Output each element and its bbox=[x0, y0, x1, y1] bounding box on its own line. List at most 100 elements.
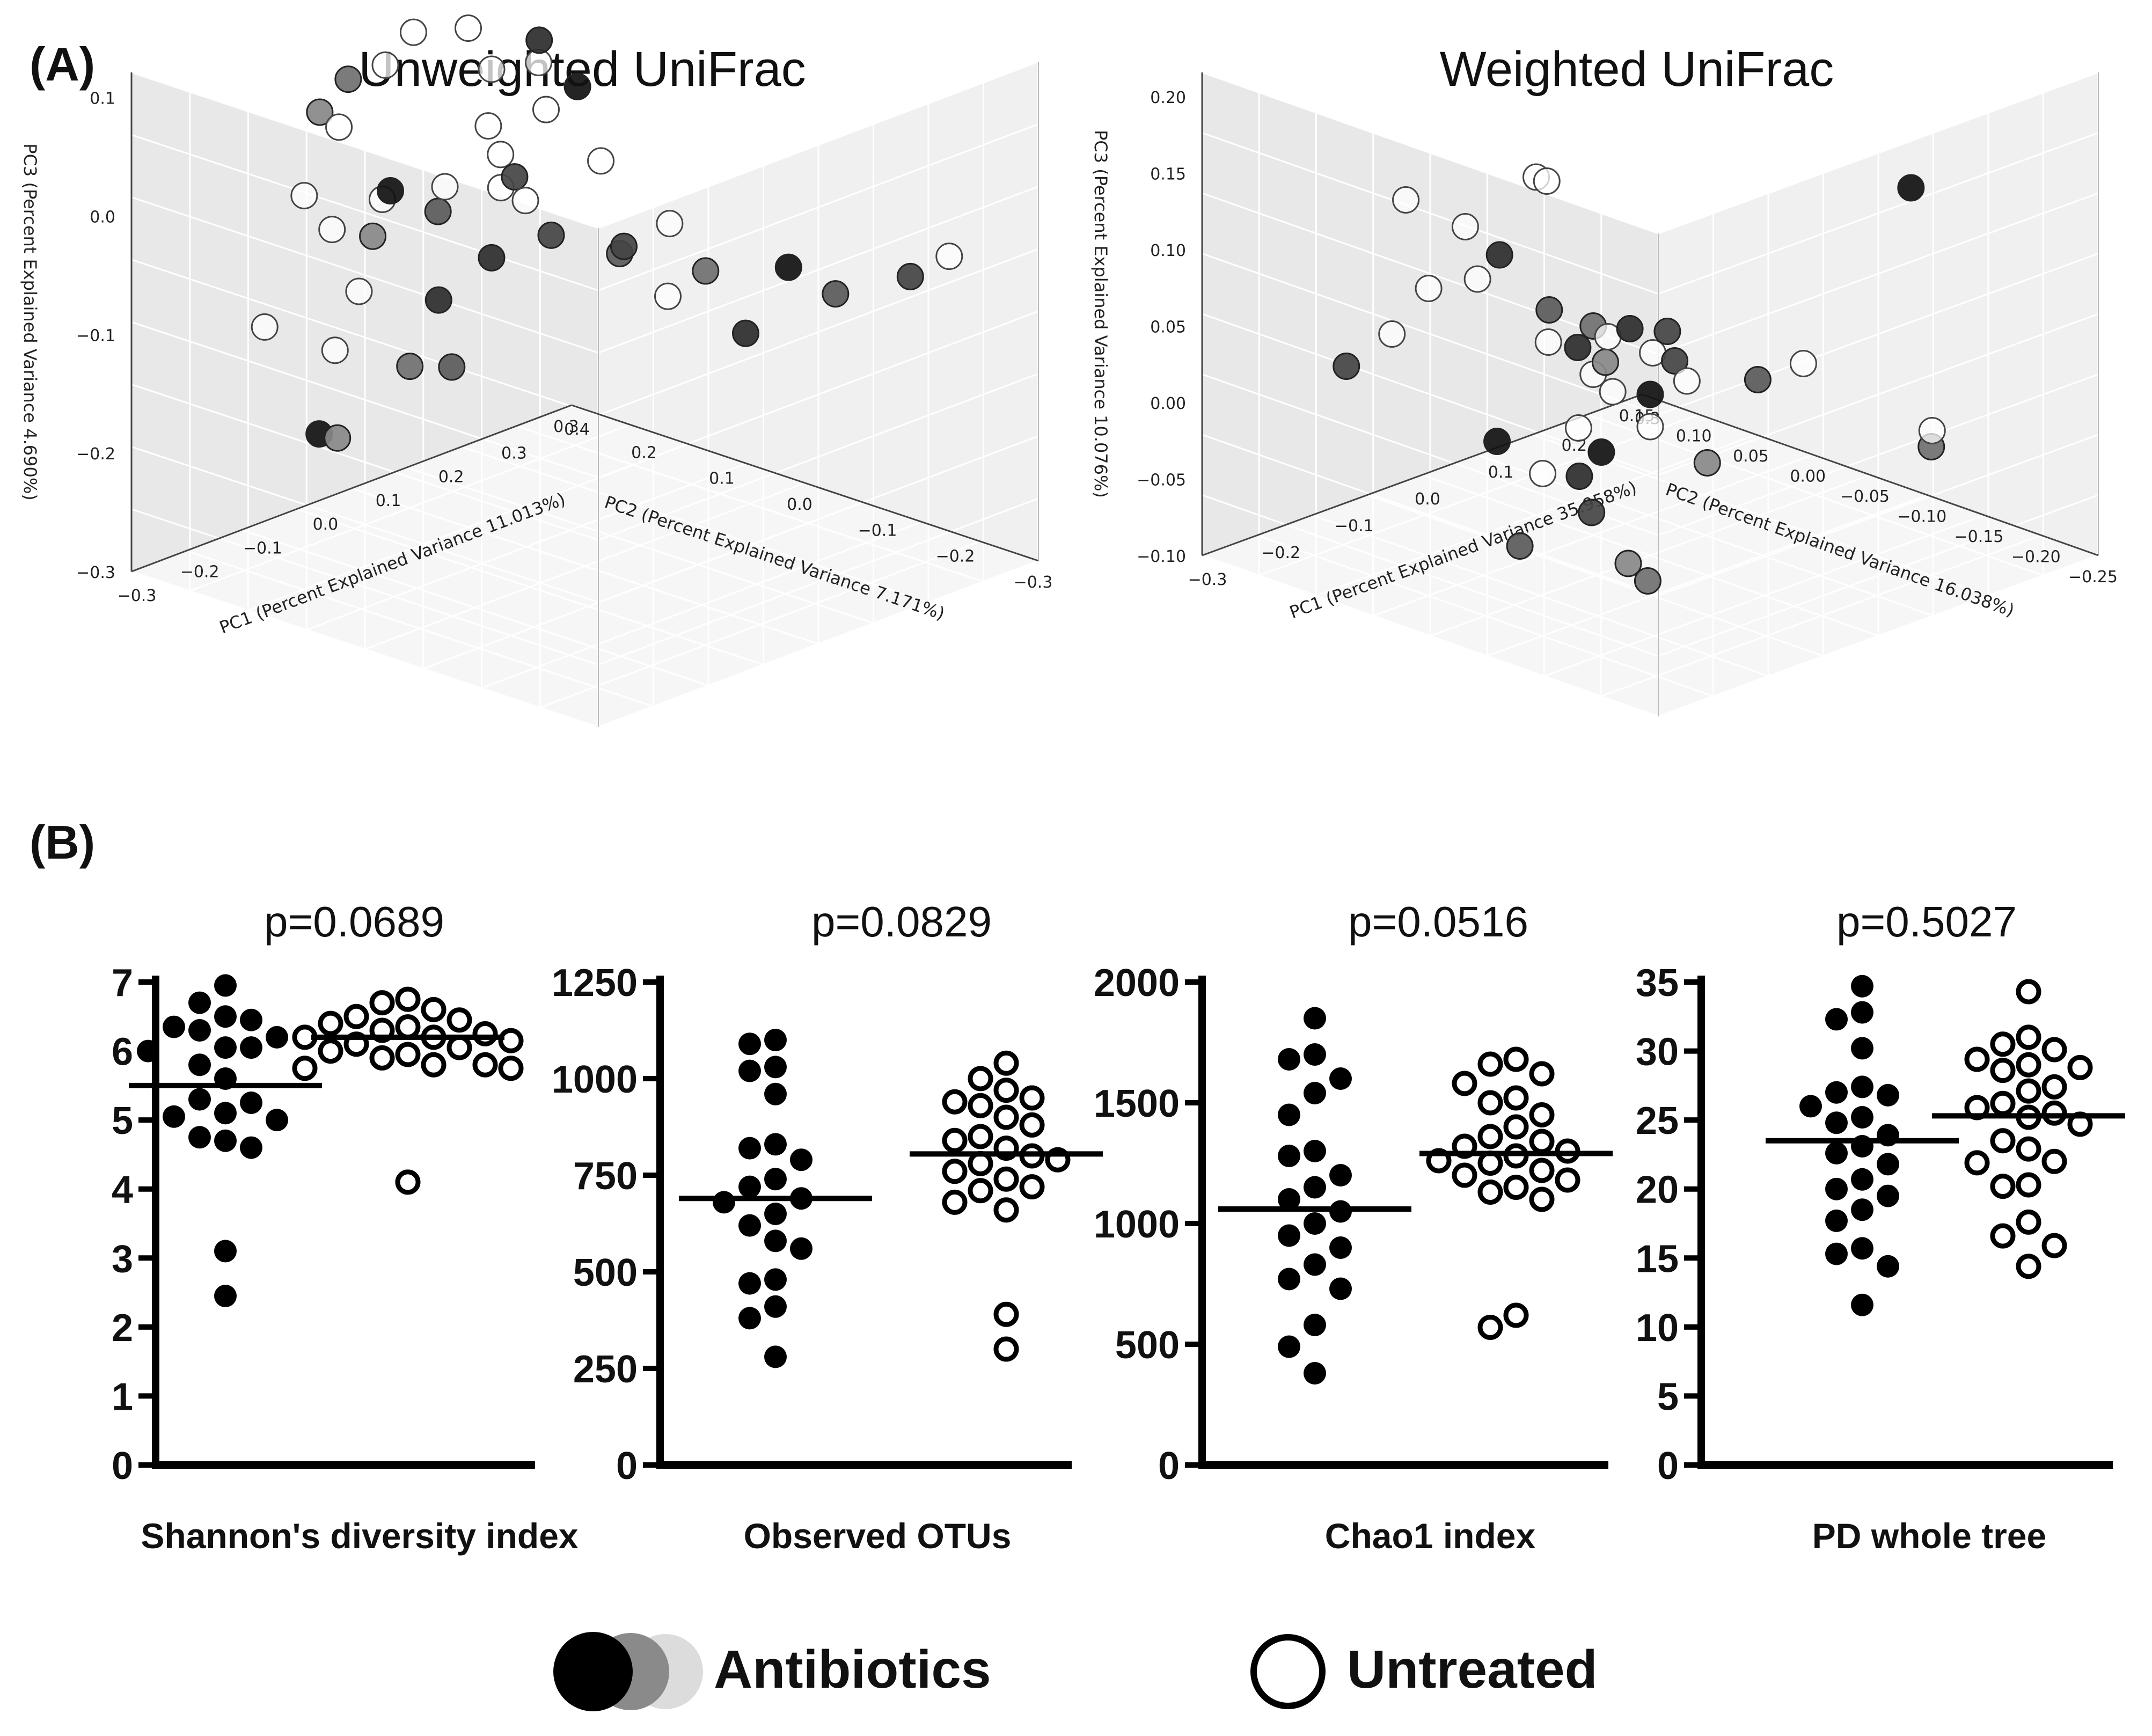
untreated-dot bbox=[993, 1078, 1019, 1103]
antibiotics-dot bbox=[1329, 1164, 1352, 1186]
antibiotics-dot bbox=[738, 1214, 761, 1237]
untreated-dot bbox=[1529, 1061, 1555, 1087]
antibiotics-point bbox=[822, 280, 850, 308]
antibiotics-point bbox=[1897, 174, 1925, 202]
dot-plot-observed-otus: p=0.0829 0 250 500 750 1000 1250 Observed OTUs bbox=[552, 898, 1103, 1556]
grid-line bbox=[131, 196, 599, 354]
untreated-dot bbox=[993, 1301, 1019, 1327]
untreated-point bbox=[1599, 378, 1627, 406]
axis-line-pc2 bbox=[1642, 393, 2099, 556]
antibiotics-dot bbox=[1877, 1255, 1899, 1278]
antibiotics-dot bbox=[214, 1285, 237, 1307]
untreated-dot bbox=[2016, 1024, 2041, 1050]
grid-line bbox=[131, 259, 599, 416]
antibiotics-dot bbox=[1851, 1106, 1873, 1129]
untreated-point bbox=[345, 277, 373, 305]
untreated-dot bbox=[498, 1056, 524, 1081]
antibiotics-dot bbox=[764, 1203, 787, 1225]
pcoa-plot-unweighted: Unweighted UniFrac−0.3−0.2−0.10.00.10.20… bbox=[20, 14, 1053, 728]
antibiotics-dot bbox=[240, 1136, 262, 1159]
untreated-point bbox=[399, 18, 427, 46]
antibiotics-point bbox=[1564, 334, 1592, 361]
antibiotics-dot bbox=[764, 1268, 787, 1291]
y-tick-label: 5 bbox=[112, 1100, 133, 1142]
antibiotics-point bbox=[774, 253, 802, 281]
antibiotics-dot bbox=[1877, 1153, 1899, 1176]
antibiotics-dot bbox=[266, 1109, 288, 1132]
pc2-tick-label: −0.3 bbox=[1014, 573, 1053, 592]
untreated-dot bbox=[2041, 1074, 2067, 1100]
untreated-dot bbox=[2016, 1172, 2041, 1198]
y-tick-label: 10 bbox=[1636, 1307, 1679, 1350]
pc2-tick-label: 0.3 bbox=[553, 417, 579, 436]
antibiotics-point bbox=[1744, 366, 1772, 393]
untreated-dot bbox=[1529, 1158, 1555, 1183]
antibiotics-dot bbox=[764, 1168, 787, 1191]
y-tick-label: 2 bbox=[112, 1307, 133, 1350]
antibiotics-dot bbox=[1278, 1335, 1300, 1358]
antibiotics-dot bbox=[188, 1053, 211, 1076]
untreated-dot bbox=[1990, 1223, 2016, 1249]
antibiotics-point bbox=[1565, 463, 1593, 490]
antibiotics-point bbox=[1592, 348, 1619, 376]
pc1-tick-label: 0.1 bbox=[1488, 463, 1514, 482]
pc3-axis-label: PC3 (Percent Explained Variance 10.076%) bbox=[1090, 130, 1111, 498]
untreated-dot bbox=[942, 1159, 968, 1184]
pc2-tick-label: 0.1 bbox=[709, 470, 735, 488]
antibiotics-dot bbox=[738, 1272, 761, 1295]
antibiotics-dot bbox=[764, 1029, 787, 1051]
untreated-dot bbox=[1529, 1186, 1555, 1212]
antibiotics-dot bbox=[1851, 1198, 1873, 1221]
pc3-tick-label: 0.15 bbox=[1150, 165, 1186, 184]
pc3-tick-label: 0.1 bbox=[90, 90, 115, 108]
antibiotics-point bbox=[1485, 241, 1513, 269]
untreated-dot bbox=[1452, 1162, 1477, 1188]
antibiotics-dot bbox=[738, 1175, 761, 1198]
antibiotics-dot bbox=[764, 1295, 787, 1318]
untreated-dot bbox=[1503, 1114, 1529, 1140]
antibiotics-dot bbox=[738, 1137, 761, 1160]
p-value-label: p=0.5027 bbox=[1836, 898, 2017, 946]
antibiotics-dot bbox=[266, 1026, 288, 1049]
antibiotics-point bbox=[732, 319, 759, 347]
antibiotics-dot bbox=[1278, 1224, 1300, 1247]
antibiotics-point bbox=[478, 244, 506, 272]
pc3-tick-label: 0.10 bbox=[1150, 241, 1186, 260]
legend-label-untreated: Untreated bbox=[1347, 1639, 1598, 1700]
untreated-dot bbox=[1503, 1175, 1529, 1200]
untreated-dot bbox=[1019, 1174, 1045, 1200]
antibiotics-point bbox=[424, 286, 452, 314]
untreated-dot bbox=[318, 1010, 343, 1036]
untreated-dot bbox=[395, 1042, 421, 1067]
antibiotics-point bbox=[1506, 532, 1534, 560]
y-tick-label: 1500 bbox=[1094, 1082, 1180, 1125]
untreated-point bbox=[511, 187, 539, 215]
dot-plot-pd-whole-tree: p=0.5027 0 5 10 15 20 25 30 35 PD whole tree bbox=[1636, 898, 2125, 1556]
antibiotics-dot bbox=[240, 1008, 262, 1031]
pc3-tick-label: −0.2 bbox=[76, 445, 115, 464]
antibiotics-dot bbox=[1304, 1314, 1326, 1336]
antibiotics-dot bbox=[1278, 1188, 1300, 1211]
antibiotics-dot bbox=[240, 1092, 262, 1114]
untreated-dot bbox=[2041, 1148, 2067, 1174]
untreated-point bbox=[321, 336, 349, 364]
antibiotics-point bbox=[692, 257, 720, 285]
y-tick-label: 750 bbox=[573, 1155, 638, 1198]
untreated-dot bbox=[2016, 1078, 2041, 1104]
y-tick-label: 0 bbox=[616, 1445, 638, 1488]
untreated-point bbox=[474, 112, 502, 140]
untreated-dot bbox=[292, 1056, 318, 1081]
antibiotics-dot bbox=[764, 1056, 787, 1079]
antibiotics-point bbox=[324, 424, 352, 452]
antibiotics-dot bbox=[1825, 1008, 1848, 1031]
untreated-point bbox=[371, 51, 399, 79]
y-tick-label: 0 bbox=[1158, 1445, 1180, 1488]
untreated-point bbox=[1533, 167, 1561, 195]
pcoa-plot-weighted: Weighted UniFrac−0.3−0.2−0.10.00.10.20.3… bbox=[1090, 42, 2118, 717]
untreated-dot bbox=[1964, 1150, 1990, 1176]
pc3-tick-label: −0.3 bbox=[76, 563, 115, 582]
untreated-dot bbox=[343, 1003, 369, 1029]
pc3-axis-label: PC3 (Percent Explained Variance 4.690%) bbox=[20, 143, 40, 500]
pc2-tick-label: −0.1 bbox=[858, 521, 897, 540]
untreated-point bbox=[1564, 414, 1592, 442]
